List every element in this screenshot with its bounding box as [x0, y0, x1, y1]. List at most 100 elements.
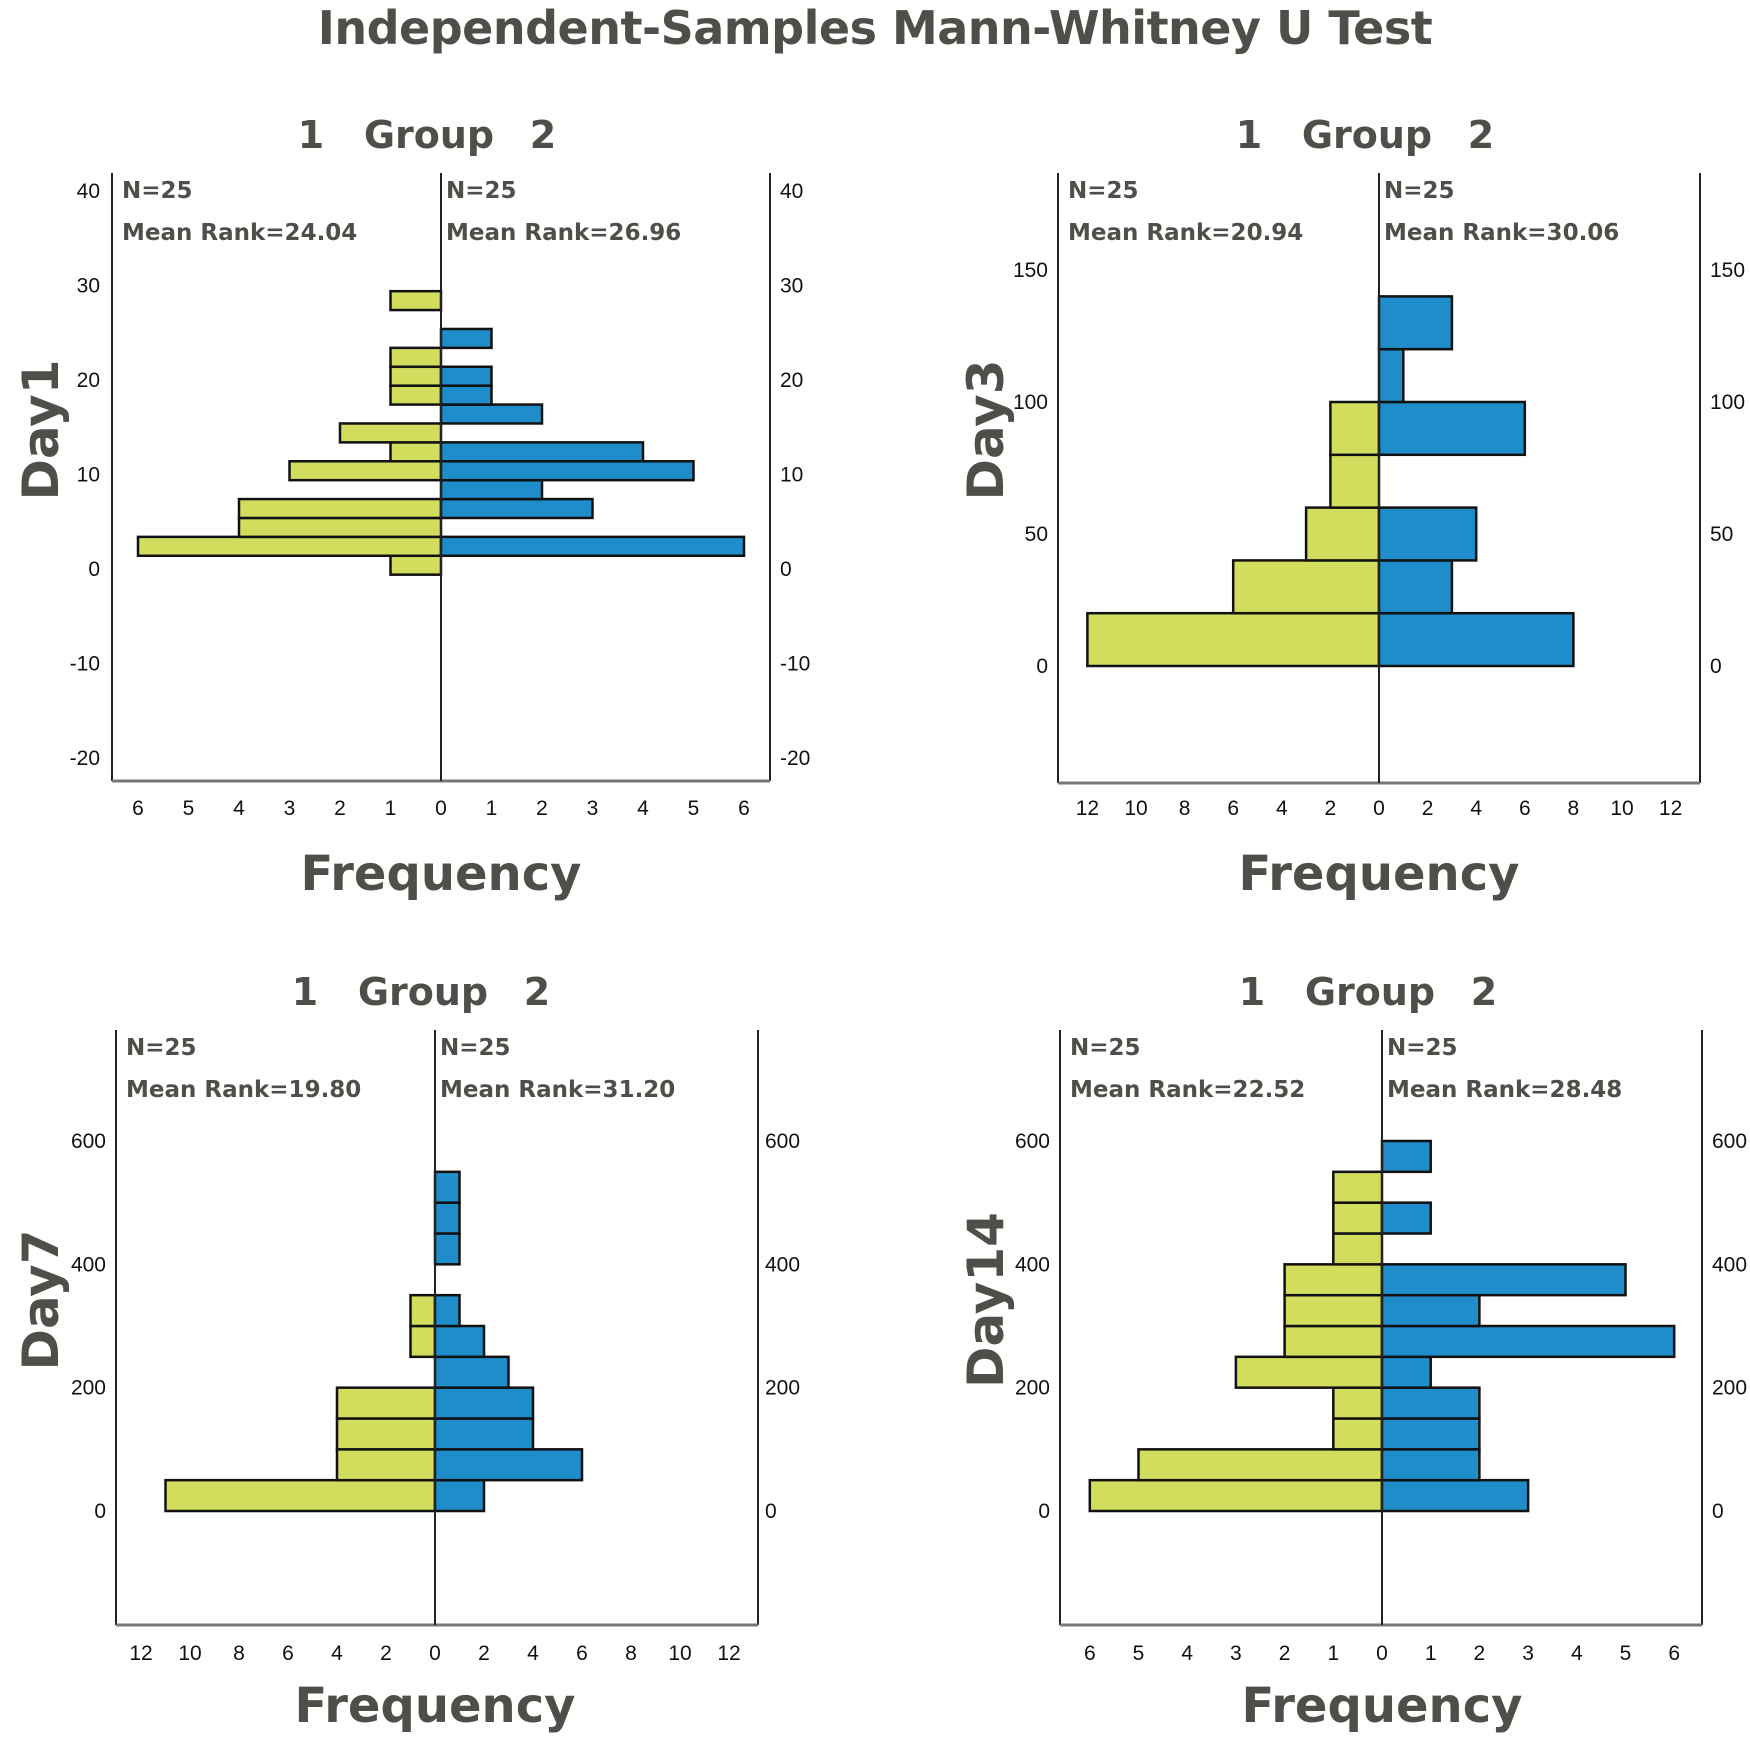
panel-day1-bar-group1	[237, 516, 443, 539]
panel-day1-y-tick-left: 40	[77, 180, 100, 203]
panel-day1-bar-group2	[439, 478, 544, 501]
panel-day3-x-tick: 2	[1325, 797, 1337, 820]
panel-day3-x-tick: 12	[1659, 797, 1682, 820]
panel-day14-x-tick: 3	[1522, 1642, 1534, 1665]
panel-day3-bar-group2	[1377, 400, 1527, 457]
panel-day1-x-axis-label: Frequency	[301, 846, 582, 902]
panel-day7-y-tick-right: 600	[765, 1130, 800, 1153]
panel-day7-y-tick-left: 600	[71, 1130, 106, 1153]
panel-day3-x-tick: 8	[1179, 797, 1191, 820]
panel-day3-bar-group1	[1329, 453, 1381, 509]
panel-day3-x-tick: 10	[1610, 797, 1633, 820]
panel-day14-bar-group1	[1332, 1201, 1384, 1235]
panel-day7-bar-group1	[164, 1478, 437, 1513]
panel-day1-bar-group1	[389, 289, 443, 312]
panel-day1-x-tick: 3	[587, 797, 599, 820]
panel-day7-bar-group2	[433, 1478, 486, 1513]
panel-day3-x-tick: 2	[1422, 797, 1434, 820]
panel-day1-bar-group2	[439, 497, 594, 520]
panel-day1-n-group1: N=25	[122, 178, 193, 204]
panel-day7-bar-group1	[335, 1386, 437, 1420]
panel-day14-bar-group2	[1380, 1386, 1481, 1420]
panel-day7-n-group2: N=25	[440, 1035, 511, 1061]
panel-day14-y-tick-right: 200	[1712, 1377, 1747, 1400]
panel-day14-bar-group2	[1380, 1417, 1481, 1451]
panel-day7-x-tick: 2	[478, 1642, 490, 1665]
panel-day14-x-tick: 5	[1620, 1642, 1632, 1665]
panel-day3-group-header-right: 2	[1468, 113, 1494, 157]
panel-day1-y-tick-right: 0	[780, 558, 792, 581]
panel-day3-n-group2: N=25	[1384, 178, 1455, 204]
panel-day1-x-tick: 1	[385, 797, 397, 820]
panel-day1-y-tick-left: 0	[88, 558, 100, 581]
panel-day1-group-header-right: 2	[530, 113, 556, 157]
panel-day3-x-tick: 6	[1227, 797, 1239, 820]
panel-day14-x-tick: 2	[1279, 1642, 1291, 1665]
panel-day3-y-tick-left: 0	[1036, 655, 1048, 678]
panel-day14-bar-group2	[1380, 1263, 1627, 1297]
panel-day14-y-tick-left: 0	[1038, 1500, 1050, 1523]
panel-day14-bar-group1	[1283, 1293, 1384, 1328]
panel-day1-x-tick: 5	[183, 797, 195, 820]
panel-day3-bar-group2	[1377, 347, 1405, 404]
panel-day7-x-tick: 10	[178, 1642, 201, 1665]
panel-day3-y-tick-left: 100	[1013, 391, 1048, 414]
panel-day7-x-axis-label: Frequency	[295, 1678, 576, 1734]
panel-day14-bar-group1	[1283, 1324, 1384, 1359]
panel-day14-group-header-title: Group	[1305, 970, 1435, 1014]
panel-day3-bar-group1	[1231, 559, 1381, 615]
panel-day14-x-tick: 6	[1084, 1642, 1096, 1665]
panel-day3-bar-group2	[1377, 611, 1575, 668]
panel-day3-mean-rank-group2: Mean Rank=30.06	[1384, 220, 1619, 246]
panel-day3-y-tick-right: 150	[1710, 259, 1745, 282]
panel-day14-group-header-right: 2	[1471, 970, 1497, 1014]
panel-day1-y-tick-left: -20	[70, 747, 100, 770]
panel-day14-bar-group2	[1380, 1139, 1432, 1174]
panel-day14-x-tick: 1	[1425, 1642, 1437, 1665]
panel-day1-y-tick-right: -20	[780, 747, 810, 770]
panel-day14-bar-group1	[1088, 1478, 1384, 1513]
panel-day7-bar-group1	[335, 1448, 437, 1482]
panel-day3-x-tick: 12	[1076, 797, 1099, 820]
panel-day7-bar-group2	[433, 1170, 461, 1204]
panel-day1-y-tick-right: 40	[780, 180, 803, 203]
panel-day7-mean-rank-group2: Mean Rank=31.20	[440, 1077, 675, 1103]
panel-day14-bar-group2	[1380, 1448, 1481, 1482]
panel-day7-n-group1: N=25	[126, 1035, 197, 1061]
panel-day7-bar-group1	[409, 1293, 437, 1328]
panel-day7-y-tick-left: 0	[94, 1500, 106, 1523]
panel-day3-bar-group2	[1377, 295, 1454, 351]
panel-day14-x-tick: 1	[1327, 1642, 1339, 1665]
panel-day7-bar-group2	[433, 1417, 535, 1451]
panel-day14-y-tick-left: 400	[1015, 1253, 1050, 1276]
panel-day14-x-tick: 6	[1668, 1642, 1680, 1665]
panel-day1-y-tick-left: 30	[77, 275, 100, 298]
panel-day3-x-tick: 0	[1373, 797, 1385, 820]
panel-day1-y-tick-right: 10	[780, 464, 803, 487]
panel-day1-bar-group1	[389, 441, 443, 463]
panel-day1-x-tick: 4	[233, 797, 245, 820]
panel-day14-mean-rank-group2: Mean Rank=28.48	[1387, 1077, 1622, 1103]
panel-day1-mean-rank-group1: Mean Rank=24.04	[122, 220, 357, 246]
panel-day7-group-header-title: Group	[358, 970, 488, 1014]
panel-day1-bar-group1	[389, 384, 443, 406]
panel-day14-bar-group1	[1283, 1263, 1384, 1297]
panel-day14-bar-group1	[1332, 1170, 1384, 1204]
panel-day14-bar-group1	[1137, 1448, 1384, 1482]
panel-day3-y-tick-right: 0	[1710, 655, 1722, 678]
panel-day14-y-axis-label: Day14	[957, 1212, 1015, 1388]
panel-day14-x-tick: 0	[1376, 1642, 1388, 1665]
panel-day1-x-tick: 6	[738, 797, 750, 820]
panel-day14-y-tick-left: 600	[1015, 1130, 1050, 1153]
panel-day1-y-tick-right: -10	[780, 653, 810, 676]
panel-day3-bar-group1	[1086, 611, 1381, 668]
panel-day7-group-header-right: 2	[524, 970, 550, 1014]
panel-day7-bar-group2	[433, 1355, 510, 1389]
panel-day14-bar-group2	[1380, 1324, 1676, 1359]
panel-day3-x-tick: 10	[1124, 797, 1147, 820]
panel-day1-bar-group1	[288, 460, 443, 482]
panel-day7-mean-rank-group1: Mean Rank=19.80	[126, 1077, 361, 1103]
panel-day1-bar-group2	[439, 403, 544, 425]
panel-day14-y-tick-right: 0	[1712, 1500, 1724, 1523]
